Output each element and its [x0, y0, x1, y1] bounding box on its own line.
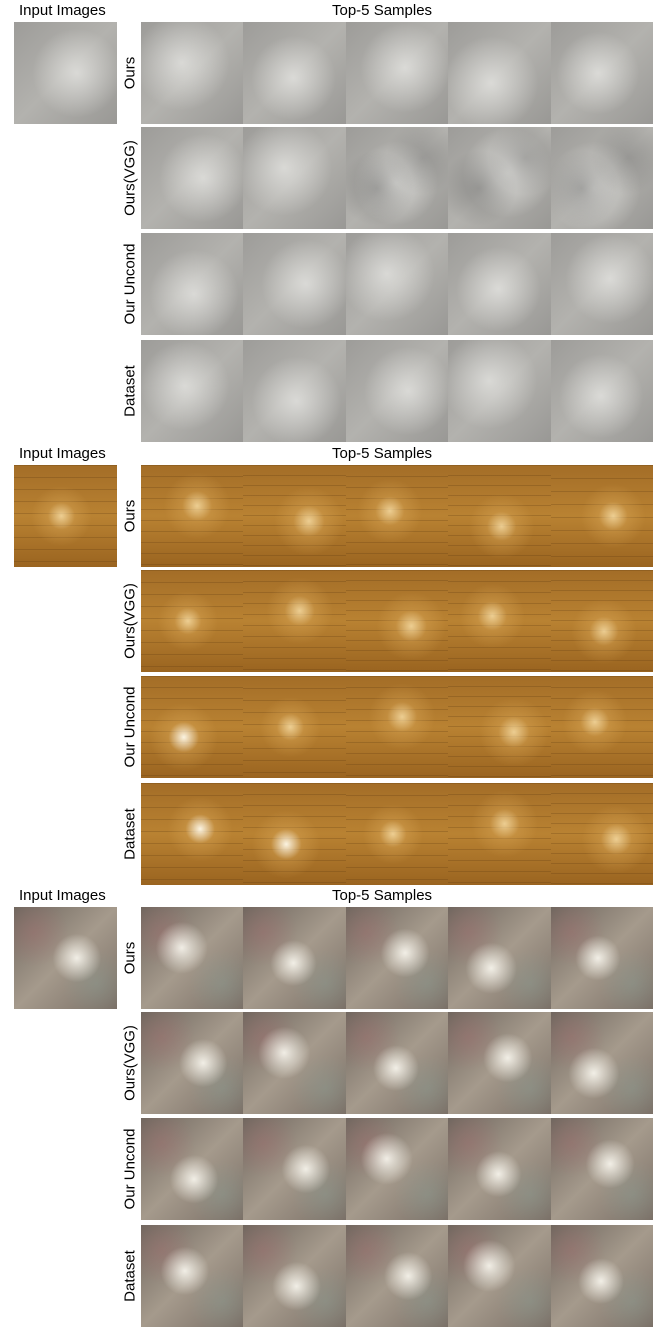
row-label: Ours(VGG) — [122, 140, 139, 216]
input-header: Input Images — [19, 445, 106, 462]
sample-image — [243, 783, 345, 885]
row-label: Ours — [122, 500, 139, 533]
sample-image — [551, 907, 653, 1009]
sample-image — [448, 1012, 550, 1114]
row-label: Ours — [122, 57, 139, 90]
row-label: Dataset — [122, 808, 139, 860]
samples-header: Top-5 Samples — [332, 2, 432, 19]
sample-image — [243, 127, 345, 229]
sample-image — [141, 340, 243, 442]
sample-image — [346, 127, 448, 229]
sample-image — [243, 570, 345, 672]
sample-image — [141, 127, 243, 229]
input-image — [14, 907, 117, 1009]
sample-image — [551, 1225, 653, 1327]
row-label: Ours — [122, 942, 139, 975]
sample-image — [448, 676, 550, 778]
sample-image — [551, 1118, 653, 1220]
sample-image — [551, 22, 653, 124]
sample-image — [346, 340, 448, 442]
sample-image — [448, 22, 550, 124]
sample-image — [346, 907, 448, 1009]
samples-header: Top-5 Samples — [332, 887, 432, 904]
sample-image — [243, 233, 345, 335]
sample-image — [346, 1225, 448, 1327]
sample-image — [551, 340, 653, 442]
sample-image — [243, 22, 345, 124]
sample-image — [243, 1118, 345, 1220]
sample-image — [141, 907, 243, 1009]
input-image — [14, 22, 117, 124]
sample-image — [346, 233, 448, 335]
sample-image — [141, 570, 243, 672]
sample-image — [141, 1225, 243, 1327]
sample-image — [346, 1118, 448, 1220]
row-label: Ours(VGG) — [122, 583, 139, 659]
sample-image — [141, 1118, 243, 1220]
figure: Input Images Top-5 Samples Ours Ours(VGG) Ou… — [0, 0, 660, 1327]
sample-image — [243, 907, 345, 1009]
row-label: Dataset — [122, 365, 139, 417]
sample-image — [448, 127, 550, 229]
input-header: Input Images — [19, 2, 106, 19]
row-label: Dataset — [122, 1250, 139, 1302]
row-label: Our Uncond — [122, 244, 139, 325]
sample-image — [551, 783, 653, 885]
sample-image — [346, 1012, 448, 1114]
sample-image — [346, 22, 448, 124]
sample-image — [551, 233, 653, 335]
sample-image — [346, 570, 448, 672]
input-header: Input Images — [19, 887, 106, 904]
sample-image — [346, 676, 448, 778]
sample-image — [243, 465, 345, 567]
sample-image — [243, 340, 345, 442]
sample-image — [551, 1012, 653, 1114]
input-image — [14, 465, 117, 567]
sample-image — [551, 465, 653, 567]
row-label: Ours(VGG) — [122, 1025, 139, 1101]
sample-image — [448, 233, 550, 335]
sample-image — [448, 340, 550, 442]
sample-image — [448, 1118, 550, 1220]
sample-image — [448, 907, 550, 1009]
sample-image — [346, 465, 448, 567]
sample-image — [243, 1012, 345, 1114]
samples-header: Top-5 Samples — [332, 445, 432, 462]
sample-image — [141, 465, 243, 567]
sample-image — [551, 127, 653, 229]
sample-image — [448, 1225, 550, 1327]
sample-image — [346, 783, 448, 885]
row-label: Our Uncond — [122, 687, 139, 768]
sample-image — [243, 1225, 345, 1327]
sample-image — [551, 570, 653, 672]
sample-image — [448, 465, 550, 567]
sample-image — [141, 676, 243, 778]
sample-image — [551, 676, 653, 778]
sample-image — [141, 233, 243, 335]
sample-image — [448, 570, 550, 672]
sample-image — [448, 783, 550, 885]
row-label: Our Uncond — [122, 1129, 139, 1210]
sample-image — [141, 1012, 243, 1114]
sample-image — [141, 783, 243, 885]
sample-image — [243, 676, 345, 778]
sample-image — [141, 22, 243, 124]
